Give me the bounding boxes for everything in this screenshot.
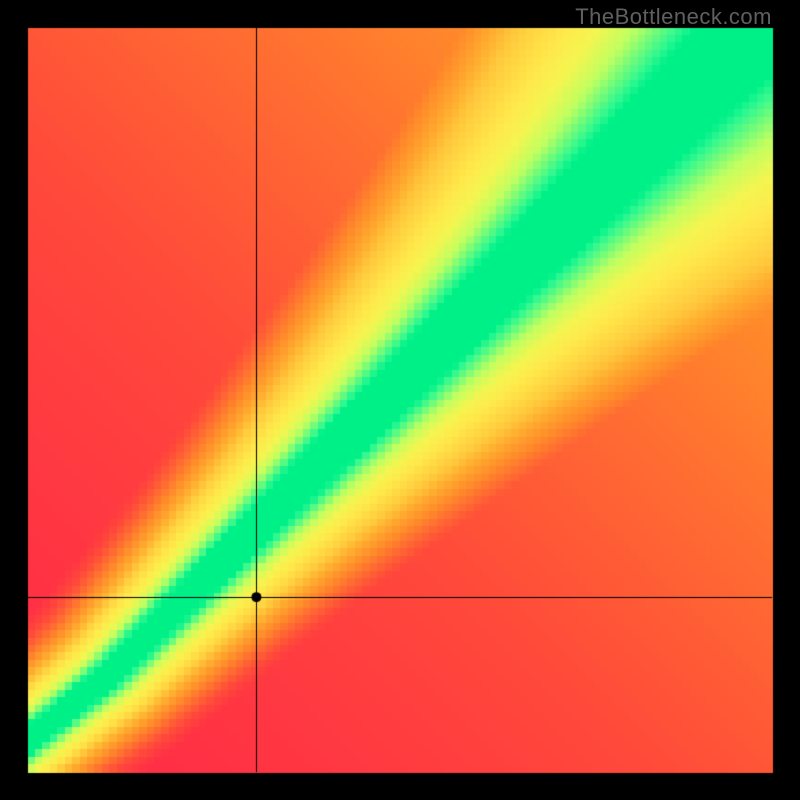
watermark-text: TheBottleneck.com: [575, 4, 772, 30]
heatmap-canvas: [0, 0, 800, 800]
